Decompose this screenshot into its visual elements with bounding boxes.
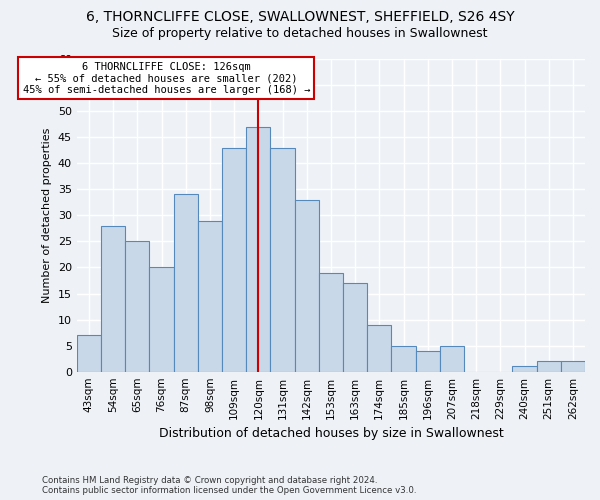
Bar bbox=[295, 200, 319, 372]
Bar bbox=[416, 351, 440, 372]
Text: 6 THORNCLIFFE CLOSE: 126sqm
← 55% of detached houses are smaller (202)
45% of se: 6 THORNCLIFFE CLOSE: 126sqm ← 55% of det… bbox=[23, 62, 310, 95]
Text: Contains HM Land Registry data © Crown copyright and database right 2024.
Contai: Contains HM Land Registry data © Crown c… bbox=[42, 476, 416, 495]
Bar bbox=[149, 268, 173, 372]
Bar bbox=[77, 335, 101, 372]
Bar bbox=[173, 194, 198, 372]
Bar bbox=[561, 362, 585, 372]
Bar bbox=[222, 148, 246, 372]
Bar bbox=[101, 226, 125, 372]
Bar bbox=[367, 325, 391, 372]
Bar bbox=[512, 366, 536, 372]
Bar bbox=[343, 283, 367, 372]
Bar bbox=[198, 220, 222, 372]
Bar bbox=[440, 346, 464, 372]
Bar bbox=[536, 362, 561, 372]
X-axis label: Distribution of detached houses by size in Swallownest: Distribution of detached houses by size … bbox=[158, 427, 503, 440]
Text: 6, THORNCLIFFE CLOSE, SWALLOWNEST, SHEFFIELD, S26 4SY: 6, THORNCLIFFE CLOSE, SWALLOWNEST, SHEFF… bbox=[86, 10, 514, 24]
Bar bbox=[319, 272, 343, 372]
Y-axis label: Number of detached properties: Number of detached properties bbox=[42, 128, 52, 303]
Bar bbox=[271, 148, 295, 372]
Text: Size of property relative to detached houses in Swallownest: Size of property relative to detached ho… bbox=[112, 28, 488, 40]
Bar bbox=[391, 346, 416, 372]
Bar bbox=[125, 242, 149, 372]
Bar bbox=[246, 126, 271, 372]
